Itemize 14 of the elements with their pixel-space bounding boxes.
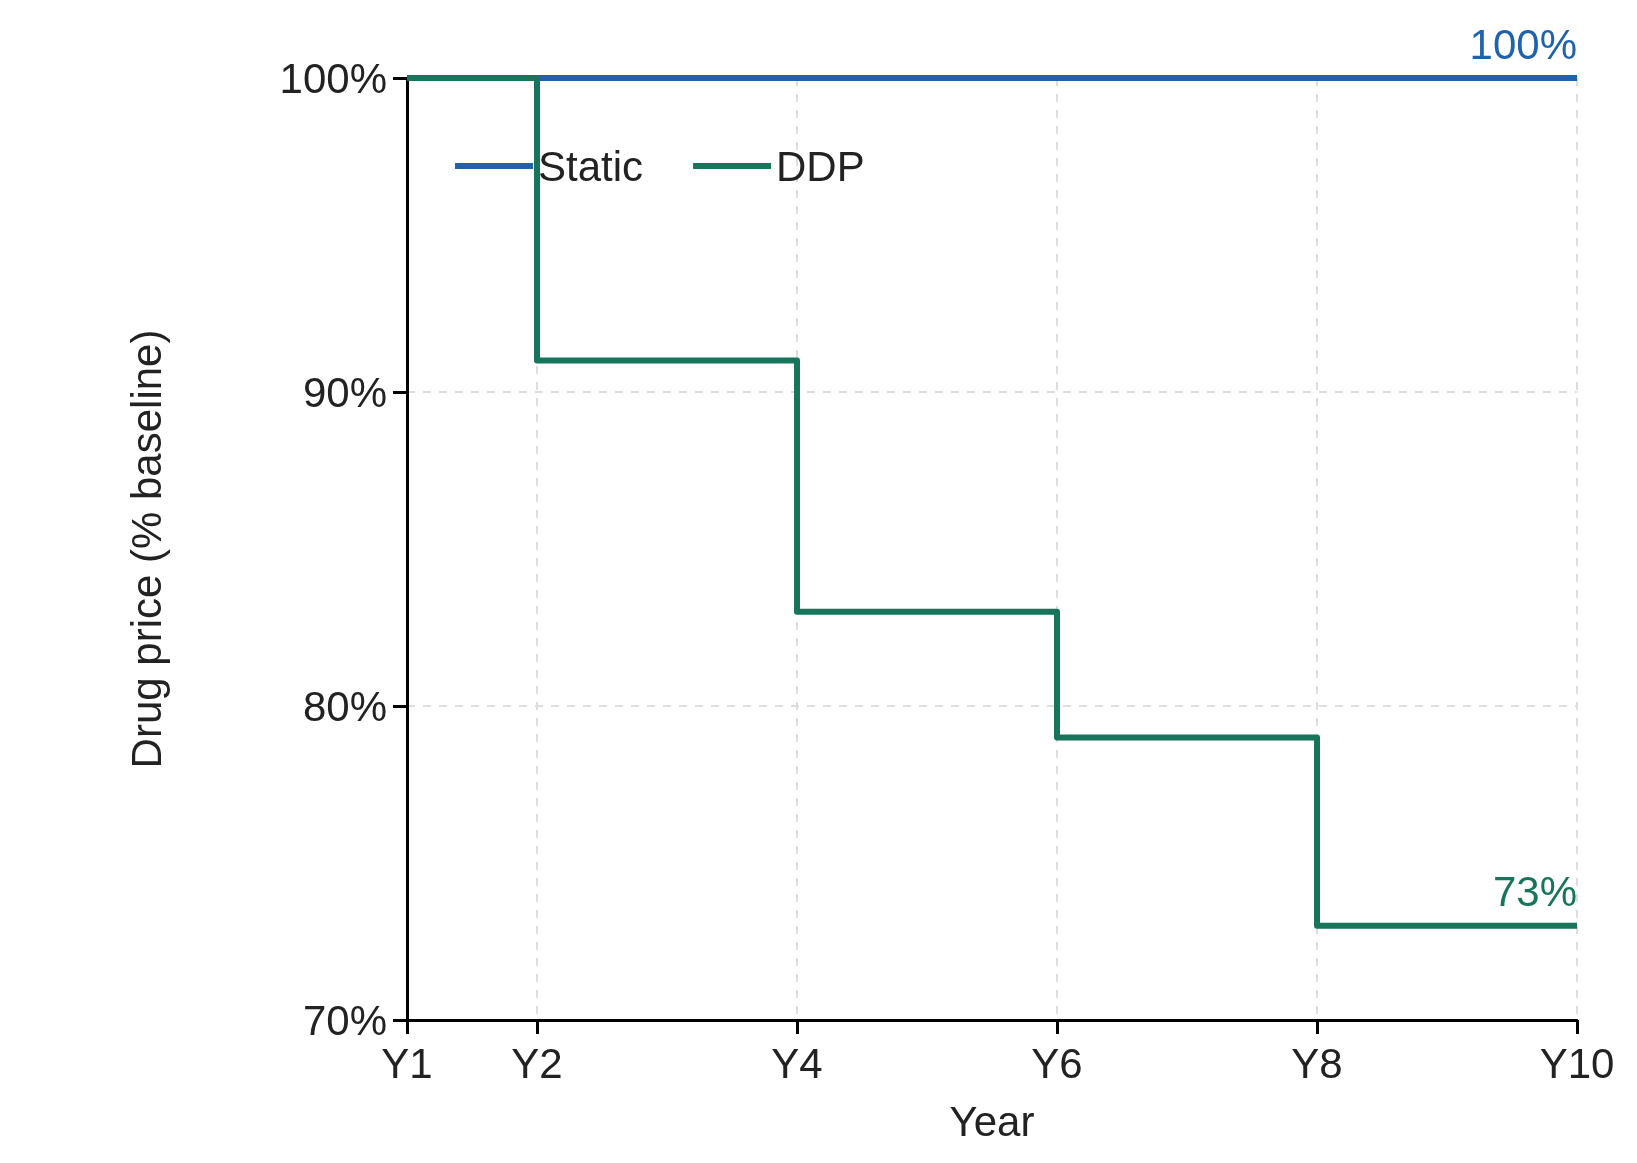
data-label: 73% <box>1492 868 1577 916</box>
x-tick-label: Y6 <box>1031 1039 1083 1087</box>
y-tick-label: 90% <box>302 368 387 416</box>
legend-label: DDP <box>776 142 865 190</box>
x-tick-label: Y8 <box>1291 1039 1343 1087</box>
data-label: 100% <box>1469 20 1577 68</box>
x-tick-label: Y4 <box>771 1039 823 1087</box>
x-tick-label: Y2 <box>511 1039 563 1087</box>
y-axis-title: Drug price (% baseline) <box>122 329 170 769</box>
y-tick-label: 80% <box>302 682 387 730</box>
y-tick-label: 100% <box>279 54 387 102</box>
x-axis-title: Year <box>949 1097 1035 1145</box>
legend-label: Static <box>538 142 644 190</box>
x-tick-label: Y10 <box>1539 1039 1615 1087</box>
